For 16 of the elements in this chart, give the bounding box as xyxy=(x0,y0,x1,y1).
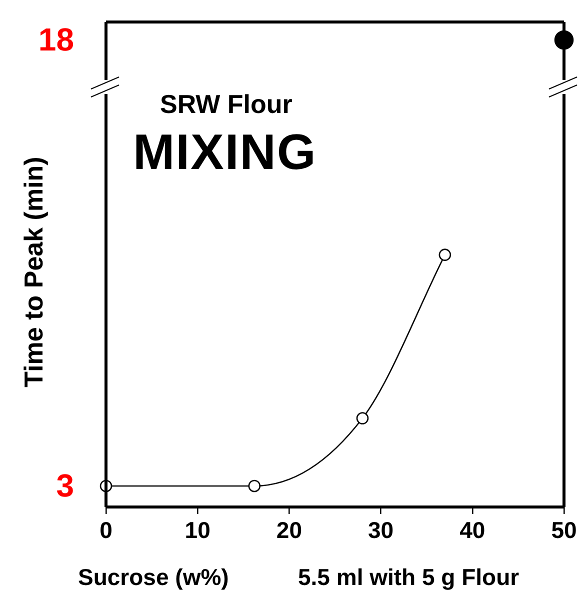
x-tick-label: 50 xyxy=(551,517,577,544)
point xyxy=(356,412,369,424)
point xyxy=(438,248,452,261)
x-tick-label: 10 xyxy=(184,517,210,544)
x-tick-label: 20 xyxy=(276,517,302,544)
x-tick-label: 0 xyxy=(100,517,112,544)
x-tick-label: 40 xyxy=(460,517,486,544)
text: SRW Flour xyxy=(160,89,292,120)
text: 18 xyxy=(38,22,74,58)
text: MIXING xyxy=(133,123,317,181)
text: 5.5 ml with 5 g Flour xyxy=(298,564,520,591)
point xyxy=(248,480,261,492)
text: 3 xyxy=(56,467,74,504)
x-tick-label: 30 xyxy=(368,517,394,544)
x-axis-title: Sucrose (w%) xyxy=(78,564,229,591)
y-axis-title: Time to Peak (min) xyxy=(18,156,50,388)
